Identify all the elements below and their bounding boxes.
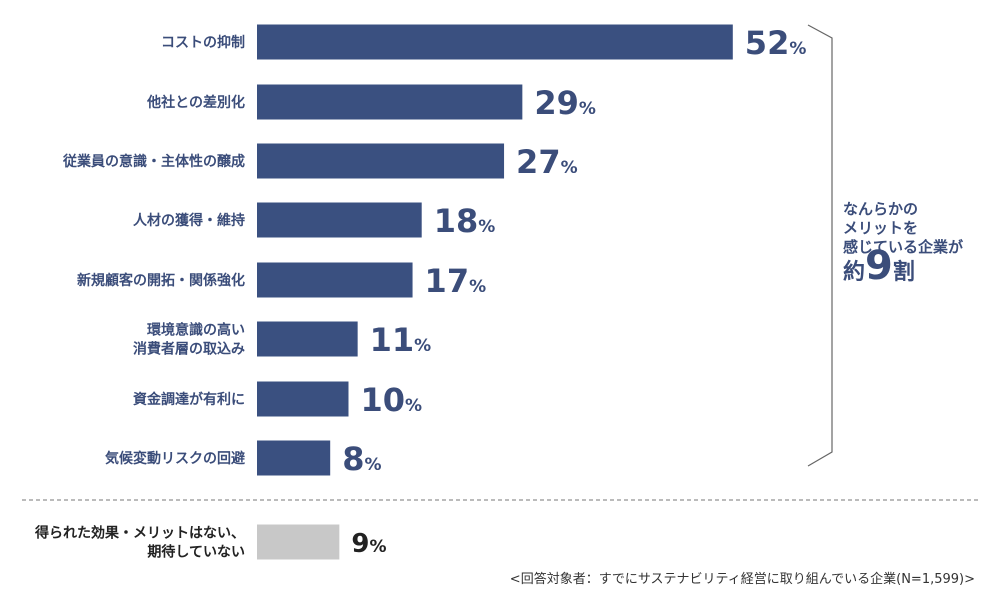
- value-label: 8%: [342, 440, 381, 478]
- bar: [257, 381, 349, 417]
- category-label: 期待していない: [147, 544, 245, 561]
- category-label: 新規顧客の開拓・関係強化: [77, 272, 245, 289]
- bar: [257, 84, 523, 120]
- unit-label: %: [364, 455, 381, 475]
- bar: [257, 24, 733, 60]
- category-label: 得られた効果・メリットはない、: [34, 525, 245, 542]
- value-label: 29%: [534, 84, 596, 122]
- bar: [257, 524, 340, 560]
- unit-label: %: [469, 277, 486, 297]
- value-label: 17%: [425, 262, 487, 300]
- category-label: 消費者層の取込み: [133, 341, 245, 358]
- annotation-line: メリットを: [843, 219, 919, 237]
- footnote: <回答対象者：すでにサステナビリティ経営に取り組んでいる企業(N=1,599)>: [509, 572, 975, 587]
- category-label: コストの抑制: [161, 34, 245, 51]
- bar: [257, 143, 505, 179]
- unit-label: %: [478, 217, 495, 237]
- unit-label: %: [405, 396, 422, 416]
- category-label: 資金調達が有利に: [133, 391, 245, 408]
- category-label: 気候変動リスクの回避: [105, 450, 245, 467]
- unit-label: %: [414, 336, 431, 356]
- category-label: 環境意識の高い: [147, 322, 245, 339]
- value-label: 11%: [370, 321, 432, 359]
- bracket: [807, 24, 833, 467]
- value-label: 27%: [516, 143, 578, 181]
- value-label: 52%: [745, 24, 807, 62]
- unit-label: %: [579, 99, 596, 119]
- unit-label: %: [789, 39, 806, 59]
- summary-annotation: なんらかの メリットを 感じている企業が 約9割: [843, 200, 964, 286]
- annotation-number: 9: [865, 243, 893, 289]
- annotation-suffix: 割: [892, 260, 915, 285]
- category-label: 従業員の意識・主体性の醸成: [62, 153, 245, 170]
- bar: [257, 440, 331, 476]
- bar: [257, 321, 358, 357]
- annotation-line: なんらかの: [843, 200, 919, 218]
- value-label: 9%: [351, 529, 386, 559]
- unit-label: %: [561, 158, 578, 178]
- category-label: 人材の獲得・維持: [133, 212, 245, 229]
- annotation-line: 感じている企業が: [843, 238, 964, 256]
- annotation-prefix: 約: [843, 260, 866, 285]
- bar: [257, 262, 413, 298]
- value-label: 18%: [434, 202, 496, 240]
- unit-label: %: [369, 537, 386, 557]
- value-label: 10%: [361, 381, 423, 419]
- bar: [257, 202, 422, 238]
- category-label: 他社との差別化: [146, 94, 245, 111]
